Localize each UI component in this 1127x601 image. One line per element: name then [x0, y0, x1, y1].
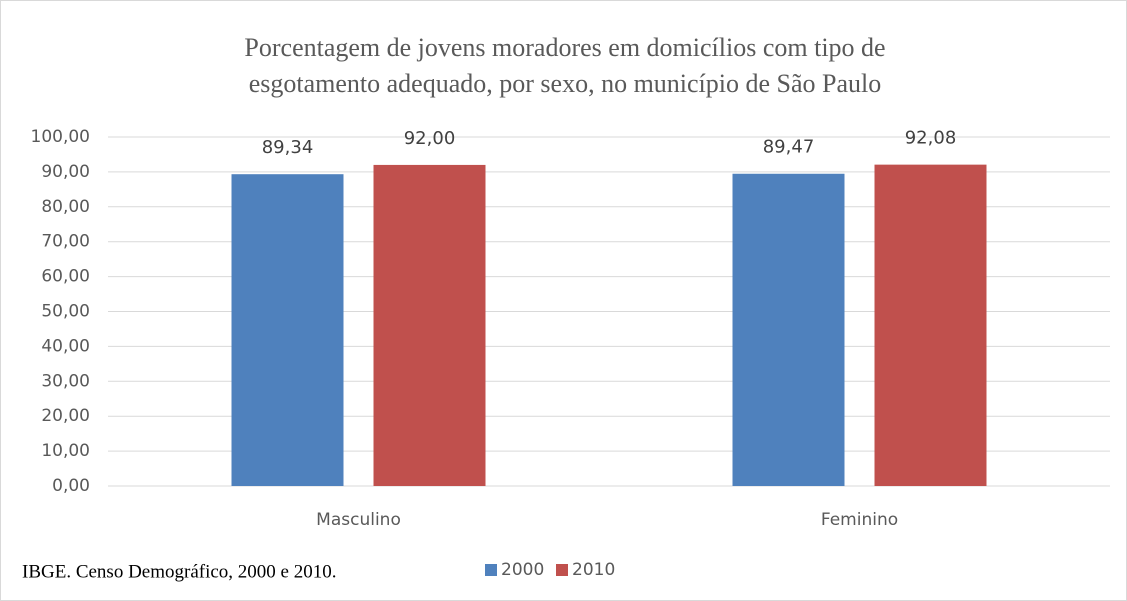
x-tick-label: Feminino	[821, 510, 898, 530]
chart-title: esgotamento adequado, por sexo, no munic…	[249, 69, 882, 98]
y-tick-label: 80,00	[41, 197, 90, 217]
chart-title: Porcentagem de jovens moradores em domic…	[244, 33, 885, 62]
data-label: 89,47	[763, 137, 815, 158]
y-tick-label: 20,00	[41, 406, 90, 426]
y-tick-label: 30,00	[41, 371, 90, 391]
y-tick-label: 90,00	[41, 162, 90, 182]
bar	[231, 174, 344, 486]
y-tick-label: 100,00	[31, 127, 90, 147]
bar	[373, 164, 486, 487]
legend-swatch	[485, 564, 497, 576]
y-tick-label: 60,00	[41, 267, 90, 287]
source-note: IBGE. Censo Demográfico, 2000 e 2010.	[22, 561, 337, 582]
y-tick-label: 50,00	[41, 302, 90, 322]
data-label: 89,34	[262, 137, 314, 158]
data-label: 92,08	[905, 128, 957, 149]
x-tick-label: Masculino	[316, 510, 401, 530]
legend-swatch	[556, 564, 568, 576]
data-label: 92,00	[404, 128, 456, 149]
bar	[874, 164, 987, 486]
y-tick-label: 40,00	[41, 336, 90, 356]
legend-label: 2010	[572, 560, 615, 580]
y-tick-label: 70,00	[41, 232, 90, 252]
bar	[732, 173, 845, 486]
y-tick-label: 0,00	[52, 476, 90, 496]
y-tick-label: 10,00	[41, 441, 90, 461]
legend-label: 2000	[501, 560, 544, 580]
